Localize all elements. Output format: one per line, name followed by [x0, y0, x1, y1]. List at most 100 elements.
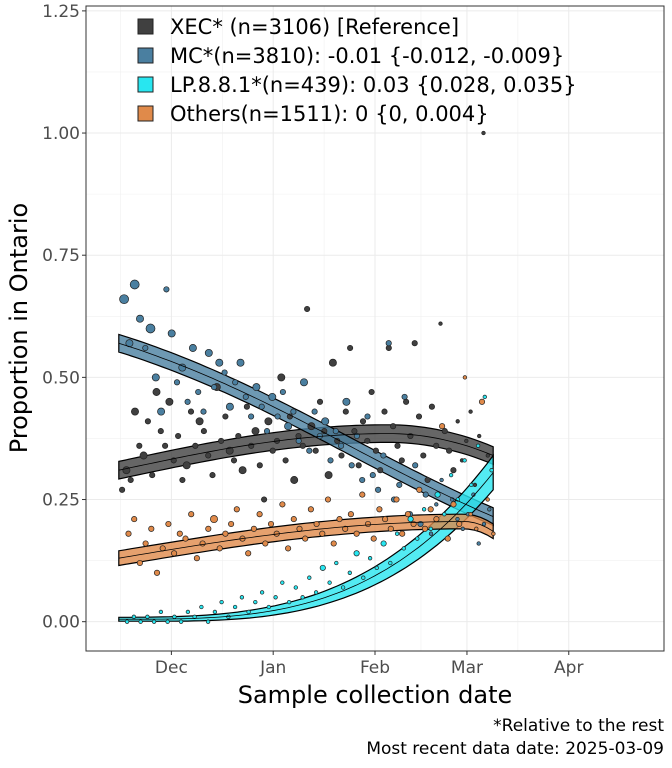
x-tick-label: Feb [360, 658, 390, 678]
data-point [342, 397, 351, 406]
fit-band [118, 513, 494, 567]
data-point [119, 486, 126, 493]
legend-label: MC*(n=3810): -0.01 {-0.012, -0.009} [170, 44, 564, 68]
data-point [239, 595, 245, 600]
data-point [238, 466, 247, 475]
data-point [290, 516, 297, 523]
fit-line [118, 472, 494, 620]
y-tick-label: 0.00 [42, 613, 80, 633]
data-point [401, 546, 406, 551]
x-tick-label: Jan [259, 658, 286, 678]
data-point [347, 344, 354, 352]
data-point [381, 408, 388, 415]
data-point [145, 614, 150, 619]
data-point [263, 428, 271, 435]
x-axis: Dec Jan Feb Mar Apr [155, 651, 583, 678]
data-point [215, 358, 224, 367]
y-axis-title: Proportion in Ontario [5, 203, 33, 453]
data-point [205, 525, 212, 532]
data-points [119, 130, 496, 624]
data-point [456, 520, 463, 528]
data-point [195, 388, 202, 396]
caption-line-2: Most recent data date: 2025-03-09 [366, 739, 664, 759]
data-point [382, 516, 389, 523]
data-point [370, 535, 377, 542]
data-point [267, 520, 275, 528]
data-point [211, 384, 218, 391]
data-point [145, 323, 156, 334]
data-point [232, 604, 238, 610]
data-point [175, 432, 182, 440]
data-point [424, 476, 431, 484]
data-point [306, 447, 313, 454]
data-point [176, 530, 183, 537]
data-point [210, 515, 218, 524]
legend: XEC* (n=3106) [Reference] MC*(n=3810): -0… [137, 15, 577, 126]
data-point [290, 408, 297, 415]
data-point [232, 379, 239, 386]
data-point [319, 530, 326, 537]
y-tick-label: 0.50 [42, 368, 80, 388]
data-point [219, 599, 224, 605]
data-point [327, 580, 332, 585]
data-point [253, 599, 258, 605]
data-point [448, 472, 454, 478]
data-point [282, 457, 289, 464]
data-point [330, 540, 337, 547]
fit-line [118, 521, 494, 559]
data-point [182, 461, 191, 470]
data-point [338, 442, 345, 449]
data-point [327, 457, 334, 464]
data-point [433, 516, 440, 523]
data-point [353, 432, 360, 440]
data-point [367, 556, 373, 561]
data-point [427, 506, 434, 513]
data-point [328, 358, 337, 367]
data-point [481, 521, 487, 527]
data-point [353, 530, 360, 537]
data-point [355, 462, 362, 469]
data-point [319, 564, 326, 571]
data-point [165, 397, 174, 406]
data-point [233, 506, 240, 513]
data-point [485, 497, 490, 502]
data-point [307, 575, 312, 580]
data-point [222, 530, 229, 537]
data-point [162, 442, 169, 449]
data-point [388, 560, 393, 566]
data-point [460, 526, 465, 531]
fit-line [118, 433, 494, 471]
data-point [259, 590, 265, 595]
y-tick-label: 1.00 [42, 124, 80, 144]
data-point [228, 520, 235, 528]
data-point [218, 437, 225, 444]
data-point [450, 501, 457, 508]
data-point [411, 340, 418, 347]
data-point [407, 516, 414, 523]
data-point [274, 413, 281, 420]
data-point [338, 452, 345, 459]
data-point [359, 476, 366, 484]
data-point [404, 511, 411, 518]
data-point [468, 512, 473, 517]
data-point [258, 403, 265, 410]
data-point [393, 496, 400, 503]
data-point [152, 388, 161, 396]
data-point [157, 407, 166, 416]
data-point [380, 452, 387, 459]
data-point [293, 585, 298, 590]
data-point [165, 619, 170, 624]
data-point [399, 530, 406, 537]
legend-key [137, 47, 154, 64]
data-point [415, 413, 423, 420]
data-point [248, 413, 255, 420]
data-point [489, 468, 494, 473]
data-point [250, 525, 257, 532]
data-point [468, 409, 473, 414]
data-point [179, 476, 186, 484]
data-point [119, 294, 129, 305]
data-point [428, 531, 434, 536]
data-point [205, 619, 211, 624]
data-point [434, 491, 441, 498]
